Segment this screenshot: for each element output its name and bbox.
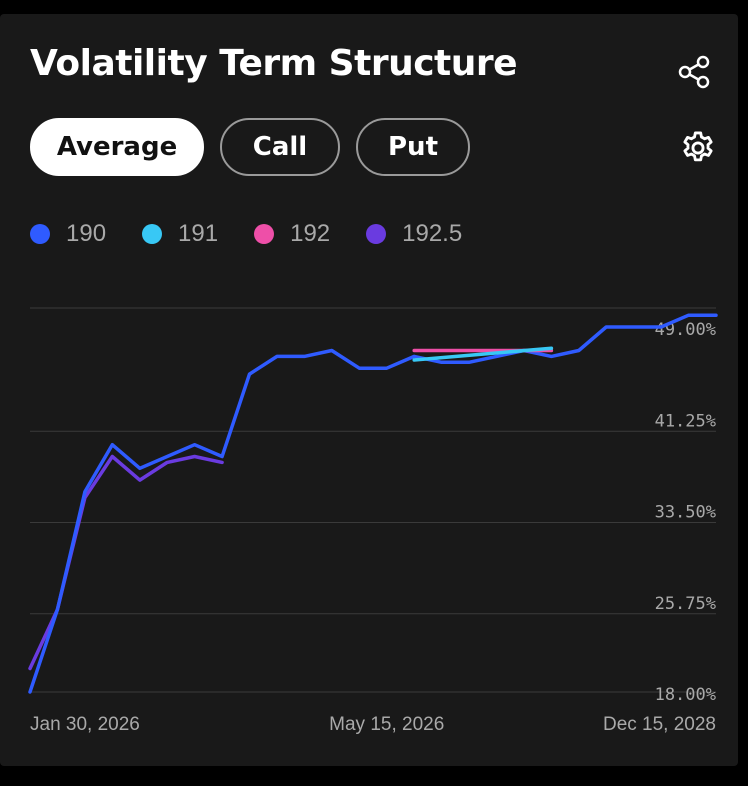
x-tick-label: Dec 15, 2028 — [603, 714, 716, 735]
tab-call[interactable]: Call — [220, 118, 340, 176]
legend-label: 190 — [66, 220, 107, 247]
legend-swatch-192 — [254, 224, 275, 244]
chart-card: Volatility Term Structure Average Call P… — [0, 14, 738, 766]
legend-label: 192 — [290, 220, 331, 247]
x-tick-label: Jan 30, 2026 — [30, 714, 140, 735]
legend-item-190[interactable]: 190 — [30, 220, 106, 248]
option-type-tabs: Average Call Put — [30, 118, 470, 176]
settings-button[interactable] — [676, 126, 720, 170]
legend-swatch-190 — [30, 224, 50, 244]
gear-icon — [683, 131, 713, 162]
legend-label: 192.5 — [402, 220, 463, 247]
share-icon — [678, 55, 710, 89]
y-tick-label: 18.00% — [655, 685, 716, 705]
x-tick-label: May 15, 2026 — [329, 714, 444, 735]
series-line-190 — [28, 313, 718, 694]
legend-swatch-192-5 — [366, 224, 387, 244]
y-tick-label: 33.50% — [655, 503, 716, 523]
tab-average[interactable]: Average — [30, 118, 204, 176]
series-line-192-5 — [28, 454, 224, 671]
legend-label: 191 — [178, 220, 219, 247]
legend-item-192-5[interactable]: 192.5 — [366, 220, 462, 248]
legend-item-192[interactable]: 192 — [254, 220, 330, 248]
term-structure-chart: 18.00% 25.75% 33.50% 41.25% 49.00% Jan 30, 20… — [28, 307, 718, 735]
legend-swatch-191 — [142, 224, 163, 244]
legend-item-191[interactable]: 191 — [142, 220, 218, 248]
share-button[interactable] — [672, 50, 716, 94]
y-tick-label: 41.25% — [655, 411, 716, 431]
series-line-191 — [412, 346, 554, 362]
tab-put[interactable]: Put — [356, 118, 470, 176]
y-tick-label: 49.00% — [655, 320, 716, 340]
chart-legend: 190 191 192 192.5 — [30, 220, 462, 248]
page-title: Volatility Term Structure — [30, 43, 518, 84]
y-tick-label: 25.75% — [655, 594, 716, 614]
